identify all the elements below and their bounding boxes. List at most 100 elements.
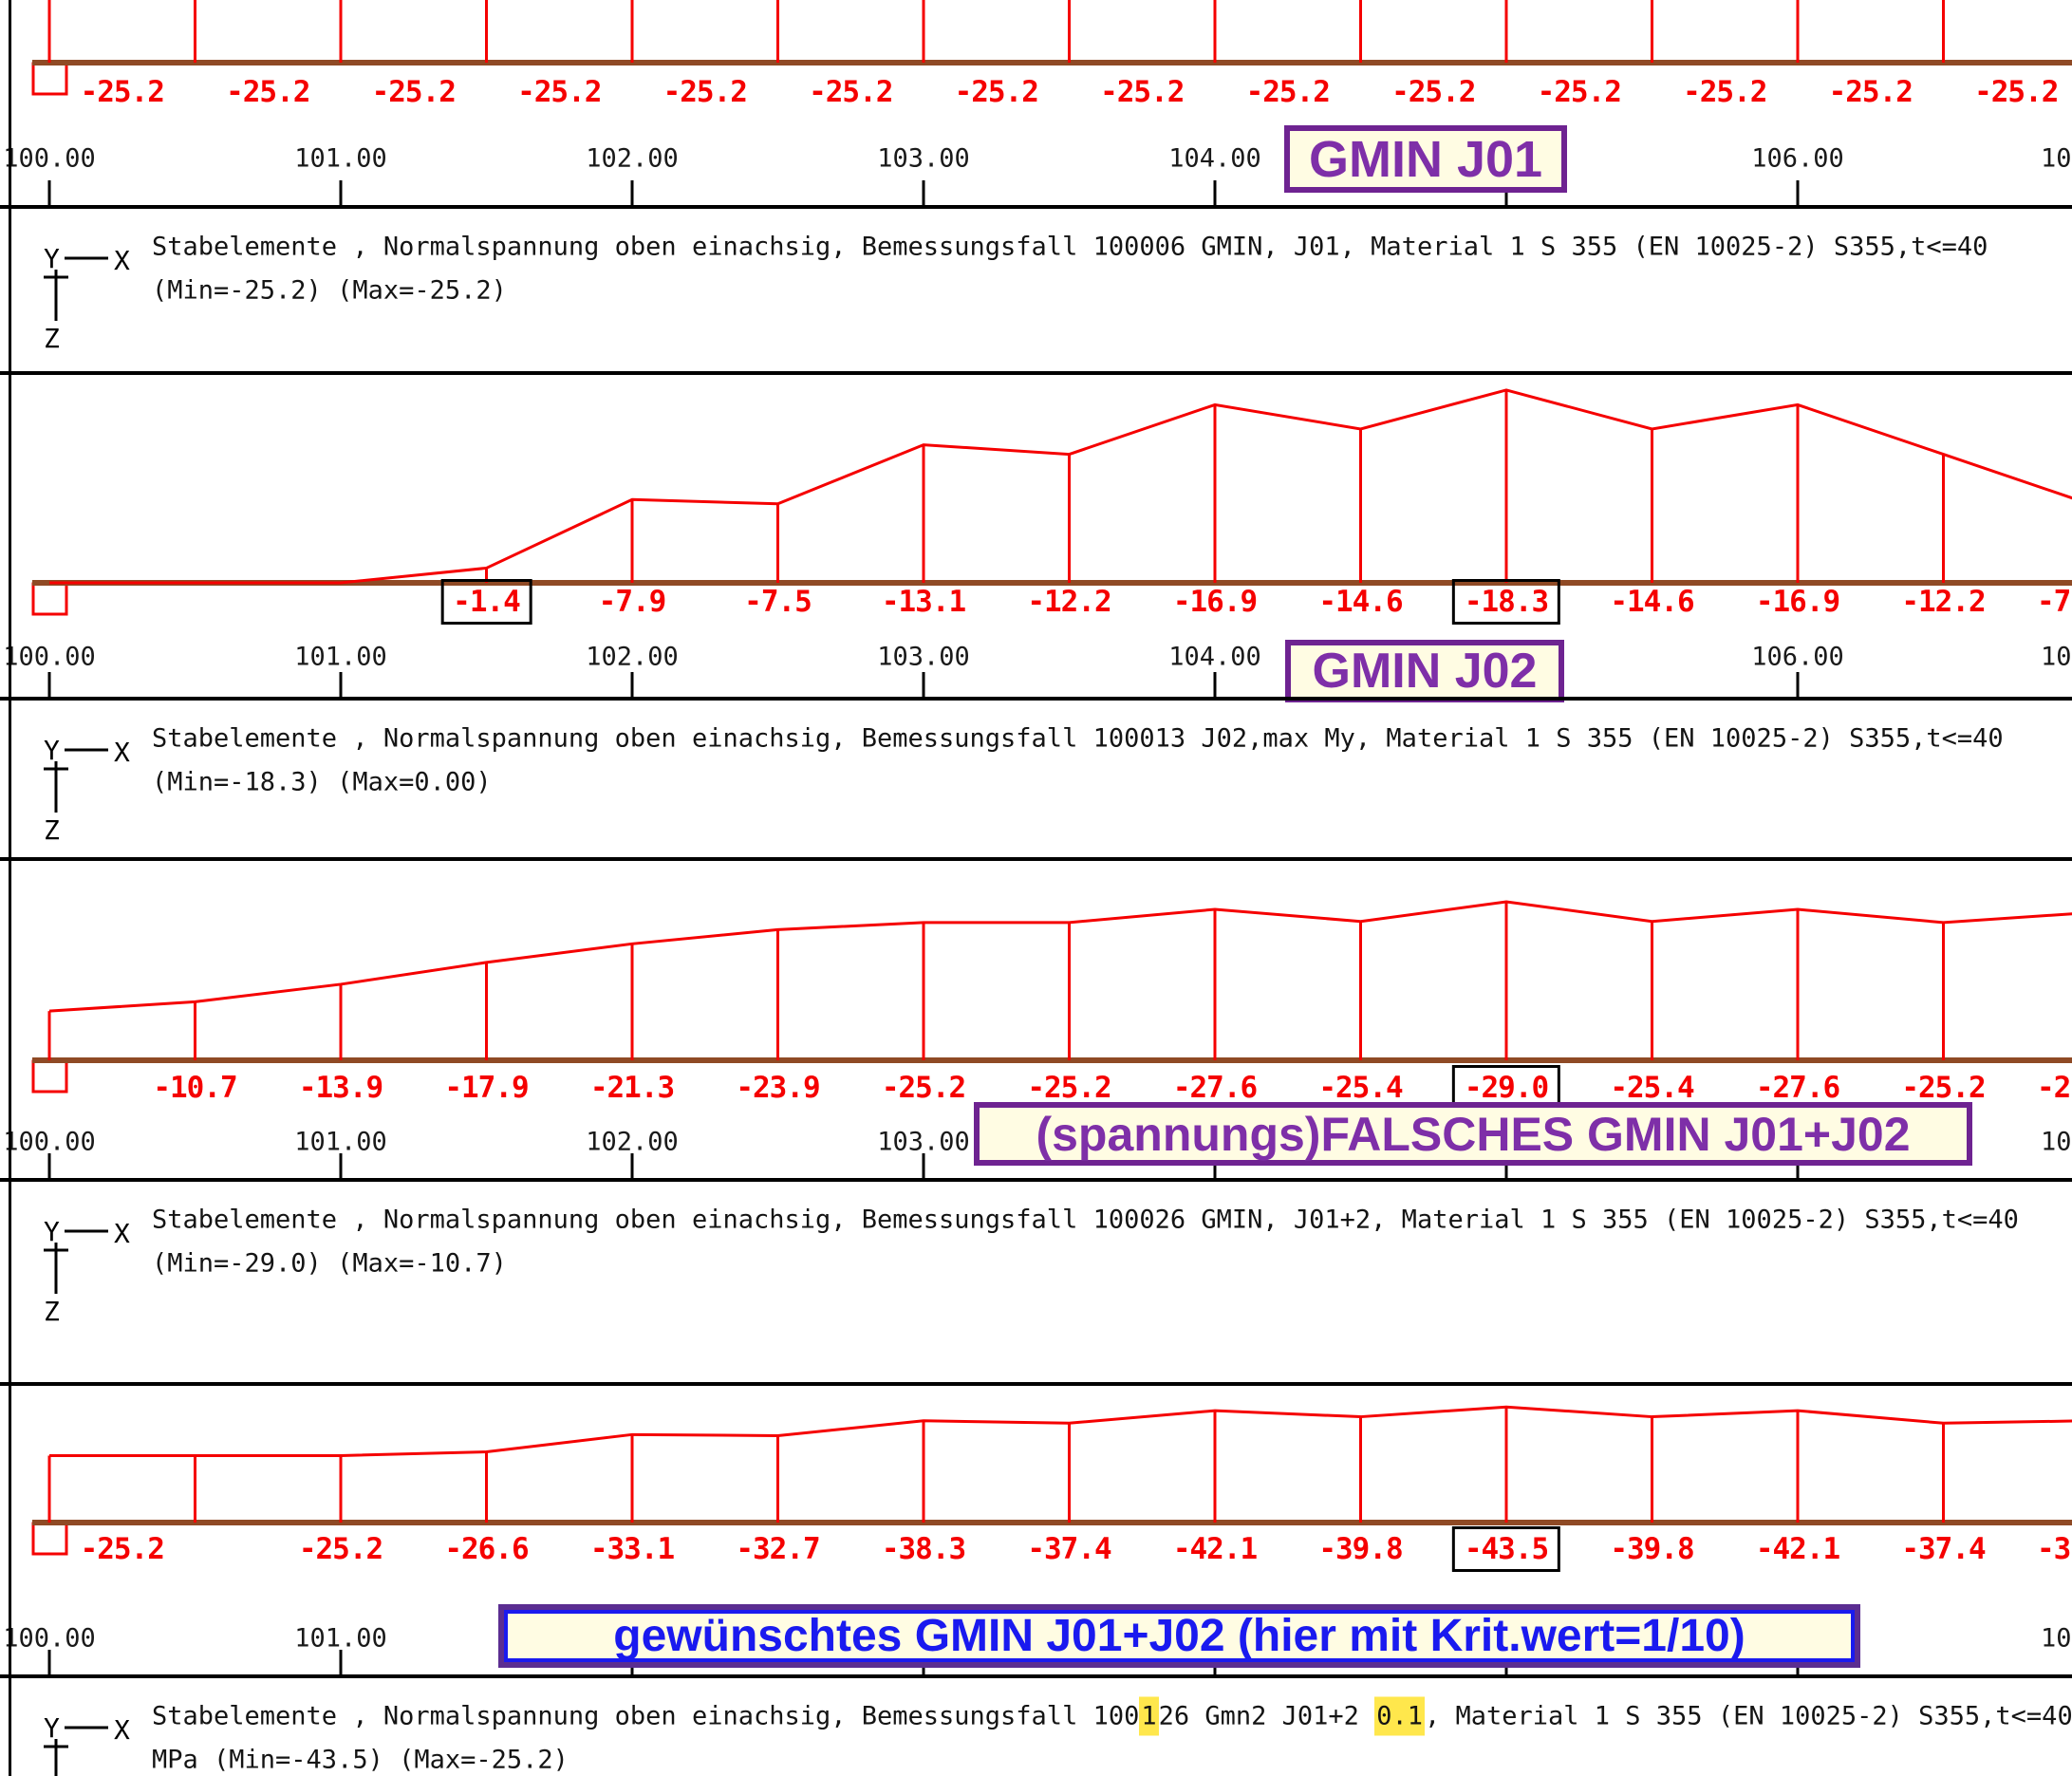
panel-boundary-line — [0, 371, 2072, 375]
stress-value-label: -39.8 — [1318, 1532, 1403, 1566]
diagram-canvas-gewuenschtes-gmin-j01-j02 — [31, 1405, 2072, 1676]
axis-letter-x: X — [114, 737, 130, 768]
panel-title-gewuenschtes-gmin-j01-j02: gewünschtes GMIN J01+J02 (hier mit Krit.… — [498, 1604, 1860, 1668]
stress-value-label: -25.4 — [1318, 1071, 1403, 1105]
support-symbol — [31, 1522, 68, 1556]
axis-tick-label: 104.00 — [1168, 143, 1261, 174]
stress-value-label: -25.4 — [1610, 1071, 1694, 1105]
panel-boundary-line — [0, 697, 2072, 701]
axis-tick-label: 103.00 — [877, 1127, 970, 1157]
stress-value-label: -25.2 — [1828, 75, 1913, 109]
axis-tick-label: 100.00 — [3, 1623, 96, 1654]
stress-value-label: -7 — [2037, 585, 2071, 619]
page-left-border — [9, 0, 11, 1776]
stress-value-label: -25.2 — [226, 75, 310, 109]
support-symbol — [31, 62, 68, 96]
axis-letter-z: Z — [44, 323, 60, 354]
stress-value-label: -33.1 — [589, 1532, 675, 1566]
support-symbol — [31, 1059, 68, 1094]
axis-tick-label: 100.00 — [3, 642, 96, 672]
diagram-canvas-gmin-j01 — [31, 0, 2072, 207]
stress-value-label: -25.2 — [881, 1071, 966, 1105]
axis-tick-label: 104.00 — [1168, 642, 1261, 672]
stress-value-label-boxed: -43.5 — [1451, 1526, 1561, 1572]
legend-minmax-line2: (Min=-25.2) (Max=-25.2) — [152, 275, 507, 306]
legend-text-segment: Stabelemente , Normalspannung oben einac… — [152, 723, 2004, 754]
coordinate-axes-icon: Y X Z — [44, 1216, 130, 1327]
axis-letter-x: X — [114, 245, 130, 276]
stress-value-label: -25.2 — [1683, 75, 1767, 109]
stress-value-label: -25.2 — [517, 75, 602, 109]
axis-letter-y: Y — [44, 243, 60, 274]
stress-value-label: -25.2 — [298, 1532, 383, 1566]
stress-value-label: -25.2 — [1974, 75, 2059, 109]
stress-value-label: -25.2 — [80, 75, 165, 109]
axis-letter-x: X — [114, 1714, 130, 1746]
stress-value-label: -25.2 — [80, 1532, 165, 1566]
stress-envelope-line — [49, 1405, 2072, 1457]
stress-value-label: -38.3 — [881, 1532, 966, 1566]
axis-tick-label: 10 — [2041, 642, 2072, 672]
legend-text-segment: 26 Gmn2 J01+2 — [1158, 1701, 1375, 1731]
coordinate-axes-icon: Y X Z — [44, 243, 130, 354]
axis-tick-label: 102.00 — [586, 143, 679, 174]
panel-boundary-line — [0, 205, 2072, 209]
axis-tick-label: 106.00 — [1751, 143, 1844, 174]
panel-boundary-line — [0, 1382, 2072, 1386]
stress-value-label: -37.4 — [1027, 1532, 1111, 1566]
coordinate-axes-icon: YXZ — [44, 1712, 130, 1776]
legend-text-segment: Stabelemente , Normalspannung oben einac… — [152, 1701, 1140, 1731]
stress-value-label: -12.2 — [1901, 585, 1986, 619]
stress-value-label: -3 — [2037, 1532, 2071, 1566]
axis-letter-x: X — [114, 1218, 130, 1249]
axis-letter-z: Z — [44, 814, 60, 846]
legend-description-line1: Stabelemente , Normalspannung oben einac… — [152, 233, 1988, 262]
stress-value-label-boxed: -1.4 — [440, 579, 532, 625]
stress-value-label: -13.9 — [298, 1071, 383, 1105]
axis-letter-y: Y — [44, 1216, 60, 1247]
stress-value-label: -14.6 — [1610, 585, 1694, 619]
legend-minmax-line2: MPa (Min=-43.5) (Max=-25.2) — [152, 1745, 569, 1775]
panel-title-gmin-j01: GMIN J01 — [1284, 125, 1567, 193]
stress-value-label-boxed: -18.3 — [1451, 579, 1561, 625]
stress-value-label: -25.2 — [1027, 1071, 1111, 1105]
axis-tick-label: 101.00 — [294, 143, 387, 174]
stress-value-label: -7.5 — [744, 585, 812, 619]
stress-value-label: -7.9 — [598, 585, 667, 619]
panel-boundary-line — [0, 1674, 2072, 1678]
legend-minmax-line2: (Min=-18.3) (Max=0.00) — [152, 767, 492, 797]
stress-value-label: -23.9 — [736, 1071, 820, 1105]
stress-value-label: -14.6 — [1318, 585, 1403, 619]
diagram-canvas-falsches-gmin-j01-j02 — [31, 900, 2072, 1180]
stress-envelope-line — [49, 388, 2072, 585]
stress-value-label: -37.4 — [1901, 1532, 1986, 1566]
stress-value-label: -16.9 — [1172, 585, 1258, 619]
legend-text-segment: , Material 1 S 355 (EN 10025-2) S355,t<=… — [1424, 1701, 2072, 1731]
stress-value-label: -27.6 — [1172, 1071, 1258, 1105]
panel-title-falsches-gmin-j01-j02: (spannungs)FALSCHES GMIN J01+J02 — [974, 1102, 1972, 1166]
stress-value-label: -13.1 — [881, 585, 966, 619]
panel-boundary-line — [0, 1178, 2072, 1182]
stress-value-label: -25.2 — [1245, 75, 1331, 109]
stress-value-label: -25.2 — [1391, 75, 1476, 109]
stress-value-label: -25.2 — [1901, 1071, 1986, 1105]
axis-letter-z: Z — [44, 1296, 60, 1327]
axis-tick-label: 103.00 — [877, 143, 970, 174]
legend-text-segment: Stabelemente , Normalspannung oben einac… — [152, 232, 1988, 262]
legend-description-line1: Stabelemente , Normalspannung oben einac… — [152, 1206, 2019, 1235]
stress-value-label: -42.1 — [1755, 1532, 1840, 1566]
legend-text-segment: Stabelemente , Normalspannung oben einac… — [152, 1205, 2019, 1235]
stress-value-label: -12.2 — [1027, 585, 1111, 619]
axis-tick-label: 10 — [2041, 1623, 2072, 1654]
stress-value-label: -21.3 — [589, 1071, 675, 1105]
stress-value-label: -25.2 — [371, 75, 457, 109]
axis-tick-label: 101.00 — [294, 1623, 387, 1654]
stress-value-label: -25.2 — [809, 75, 893, 109]
stress-value-label: -25.2 — [1100, 75, 1185, 109]
panel-boundary-line — [0, 857, 2072, 861]
stress-value-label: -32.7 — [736, 1532, 820, 1566]
support-symbol — [31, 582, 68, 616]
legend-description-line1: Stabelemente , Normalspannung oben einac… — [152, 1696, 2072, 1736]
